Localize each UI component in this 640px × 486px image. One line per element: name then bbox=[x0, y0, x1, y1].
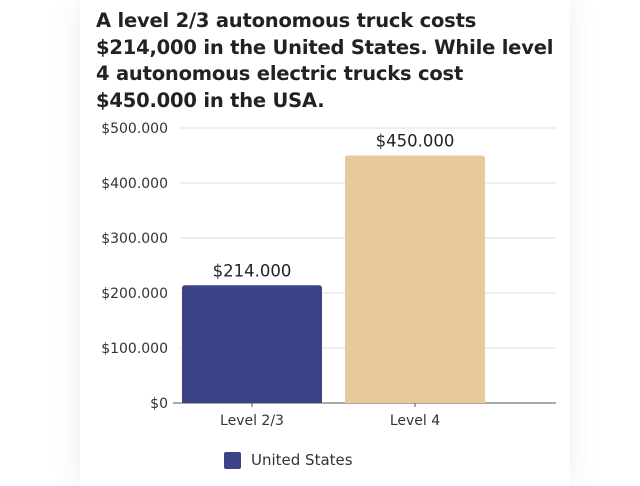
chart-card bbox=[80, 0, 570, 486]
legend-swatch-united-states bbox=[224, 451, 241, 469]
y-tick-label: $0 bbox=[150, 396, 168, 412]
y-tick-label: $200.000 bbox=[101, 286, 168, 302]
chart-title: A level 2/3 autonomous truck costs $214,… bbox=[96, 9, 554, 112]
y-tick-label: $300.000 bbox=[101, 231, 168, 247]
bar-level-2-3 bbox=[182, 285, 322, 403]
data-label: $450.000 bbox=[376, 132, 455, 151]
chart-legend: United States bbox=[224, 451, 353, 469]
x-tick-label: Level 4 bbox=[390, 413, 440, 429]
bar-level-4 bbox=[345, 155, 485, 403]
y-tick-label: $500.000 bbox=[101, 121, 168, 137]
legend-label-united-states: United States bbox=[251, 451, 353, 469]
x-tick-label: Level 2/3 bbox=[220, 413, 284, 429]
y-tick-label: $400.000 bbox=[101, 176, 168, 192]
y-tick-label: $100.000 bbox=[101, 341, 168, 357]
data-label: $214.000 bbox=[213, 261, 292, 280]
